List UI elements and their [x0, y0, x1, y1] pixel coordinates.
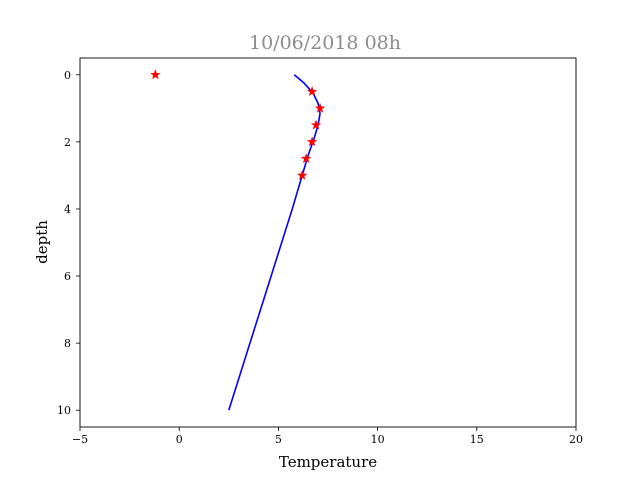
data-point-star [306, 136, 318, 147]
y-tick-label: 0 [64, 69, 71, 82]
y-tick-label: 10 [57, 404, 71, 417]
x-tick-label: 10 [371, 433, 385, 446]
axes-layer: −5 0 5 10 15 20 0 2 4 6 8 10 [57, 57, 583, 446]
plot-background [80, 58, 576, 427]
data-point-star [300, 153, 312, 164]
chart-title: 10/06/2018 08h [249, 32, 401, 54]
y-tick-label: 2 [64, 136, 71, 149]
data-point-star [296, 169, 308, 180]
data-point-star [314, 102, 326, 113]
y-tick-label: 8 [64, 337, 71, 350]
x-tick-label: 15 [470, 433, 484, 446]
data-point-star [150, 69, 161, 80]
plot-frame [79, 57, 577, 428]
y-axis-label: depth [33, 220, 51, 264]
y-tick-label: 6 [64, 270, 71, 283]
x-axis-label: Temperature [279, 453, 377, 471]
x-tick-label: 0 [176, 433, 183, 446]
x-tick-label: 5 [275, 433, 282, 446]
data-point-star [310, 119, 322, 130]
y-tick-label: 4 [64, 203, 71, 216]
series-layer [150, 69, 326, 411]
data-point-star [306, 86, 318, 96]
x-tick-label: −5 [72, 433, 88, 446]
x-tick-label: 20 [569, 433, 583, 446]
plot-area [80, 58, 576, 427]
